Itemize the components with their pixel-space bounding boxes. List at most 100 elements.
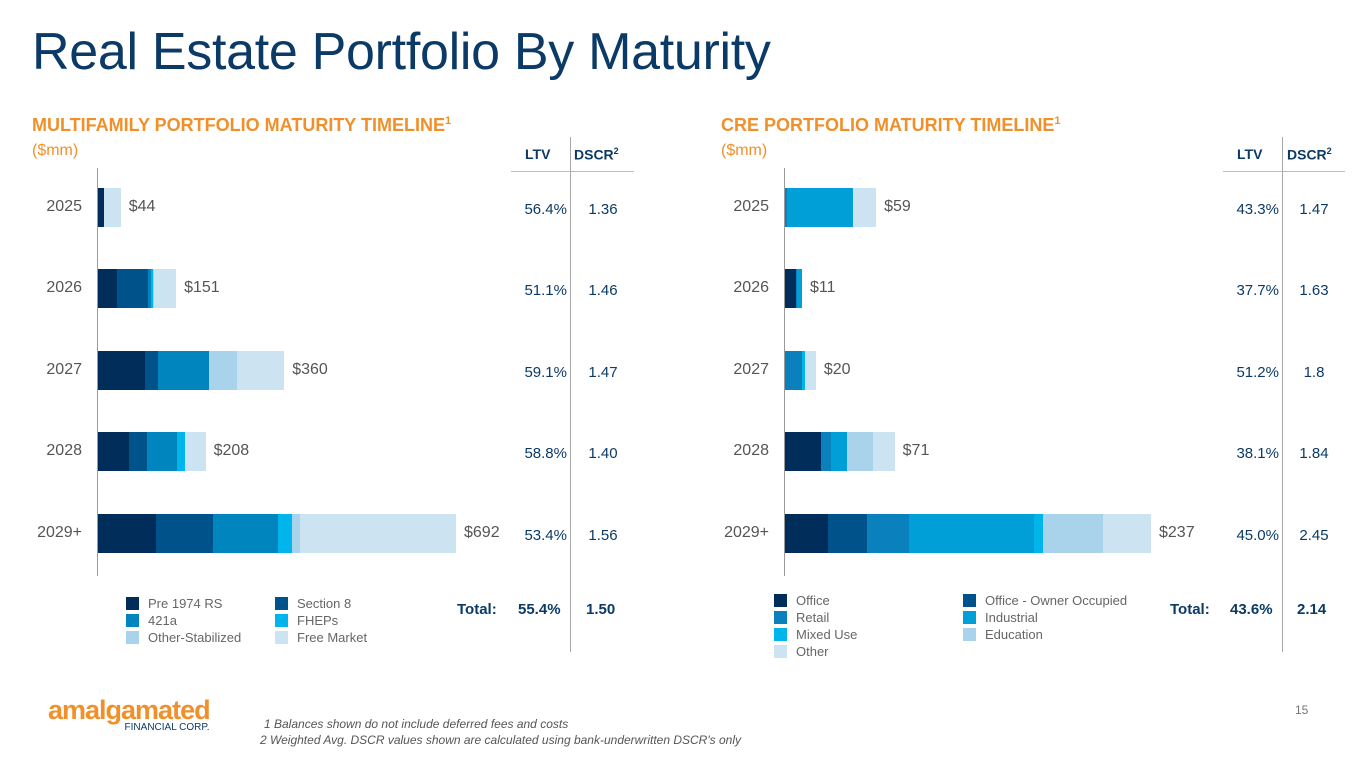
- multifamily-legend-swatch: [126, 631, 139, 644]
- cre-legend-swatch: [774, 594, 787, 607]
- multifamily-legend-label: Other-Stabilized: [148, 630, 242, 645]
- cre-legend-swatch: [963, 594, 976, 607]
- footnote-1: 1 Balances shown do not include deferred…: [264, 717, 569, 731]
- cre-bar-segment-other: [1103, 514, 1151, 553]
- multifamily-total-ltv: 55.4%: [518, 601, 561, 618]
- cre-legend-label: Industrial: [985, 610, 1038, 625]
- multifamily-bar-segment-fheps: [278, 514, 292, 553]
- multifamily-bar-segment-free-market: [299, 514, 456, 553]
- multifamily-bar-segment-section-8: [117, 269, 149, 308]
- cre-bar-value-label: $11: [809, 279, 836, 296]
- multifamily-bar-segment-pre-1974-rs: [98, 514, 156, 553]
- cre-legend-swatch: [963, 611, 976, 624]
- cre-row-dscr: 1.84: [1299, 445, 1329, 462]
- multifamily-total-dscr: 1.50: [586, 601, 616, 618]
- cre-title-text: CRE PORTFOLIO MATURITY TIMELINE: [721, 115, 1055, 135]
- multifamily-bar-value-label: $208: [213, 442, 250, 459]
- multifamily-bar-segment-free-market: [184, 432, 206, 471]
- cre-total-dscr: 2.14: [1297, 601, 1327, 618]
- multifamily-row-ltv: 59.1%: [524, 364, 567, 381]
- multifamily-bar-segment-421a: [212, 514, 279, 553]
- multifamily-row-ltv: 58.8%: [524, 445, 567, 462]
- multifamily-legend-item: Other-Stabilized: [126, 630, 241, 645]
- cre-legend-label: Other: [796, 644, 829, 659]
- cre-table-header-rule: [1223, 171, 1345, 172]
- multifamily-bar-segment-fheps: [177, 432, 185, 471]
- cre-total-label: Total:: [1170, 601, 1210, 618]
- multifamily-legend-label: FHEPs: [297, 613, 339, 628]
- multifamily-bar-segment-free-market: [153, 269, 177, 308]
- multifamily-title-footnote: 1: [445, 115, 452, 127]
- multifamily-legend-item: Pre 1974 RS: [126, 596, 222, 611]
- multifamily-legend-label: Pre 1974 RS: [148, 596, 223, 611]
- cre-legend-swatch: [774, 645, 787, 658]
- cre-bar-segment-industrial: [831, 432, 847, 471]
- cre-legend-item: Other: [774, 644, 829, 659]
- cre-dscr-header: DSCR2: [1287, 146, 1332, 163]
- multifamily-legend-swatch: [126, 614, 139, 627]
- cre-row-dscr: 1.8: [1303, 364, 1325, 381]
- cre-section-title: CRE PORTFOLIO MATURITY TIMELINE1: [721, 115, 1060, 136]
- cre-bar-value-label: $71: [902, 442, 930, 459]
- multifamily-row-ltv: 56.4%: [524, 201, 567, 218]
- cre-bar-segment-mixed-use: [801, 351, 806, 390]
- multifamily-bar-segment-fheps: [151, 269, 153, 308]
- cre-row-ltv: 38.1%: [1236, 445, 1279, 462]
- cre-row-ltv: 45.0%: [1236, 527, 1279, 544]
- multifamily-unit-label: ($mm): [32, 142, 79, 159]
- multifamily-legend-label: 421a: [148, 613, 177, 628]
- multifamily-legend-item: Section 8: [275, 596, 351, 611]
- company-logo: amalgamated FINANCIAL CORP.: [48, 696, 211, 733]
- multifamily-row-dscr: 1.36: [588, 201, 618, 218]
- cre-dscr-footnote: 2: [1326, 146, 1332, 156]
- multifamily-bar-segment-other-stabilized: [209, 351, 238, 390]
- cre-title-footnote: 1: [1054, 115, 1061, 127]
- multifamily-row-dscr: 1.56: [588, 527, 618, 544]
- cre-bar-segment-education: [846, 432, 874, 471]
- cre-bar-segment-retail: [785, 351, 802, 390]
- multifamily-bar-segment-pre-1974-rs: [98, 351, 146, 390]
- multifamily-bar-segment-section-8: [145, 351, 158, 390]
- multifamily-legend-swatch: [275, 631, 288, 644]
- cre-row-ltv: 51.2%: [1236, 364, 1279, 381]
- cre-category-label: 2025: [733, 198, 769, 215]
- cre-category-label: 2029+: [724, 524, 769, 541]
- cre-bar-segment-industrial: [786, 188, 853, 227]
- cre-bar-segment-industrial: [908, 514, 1034, 553]
- multifamily-table-divider: [570, 137, 571, 652]
- multifamily-bar-value-label: $151: [184, 279, 220, 296]
- multifamily-legend-label: Section 8: [297, 596, 352, 611]
- multifamily-legend-label: Free Market: [297, 630, 368, 645]
- cre-bar-segment-office-owner-occupied: [828, 514, 867, 553]
- page-title: Real Estate Portfolio By Maturity: [32, 23, 771, 81]
- cre-dscr-header-text: DSCR: [1287, 146, 1327, 163]
- cre-bar-segment-office: [785, 269, 796, 308]
- multifamily-bar-segment-pre-1974-rs: [98, 432, 130, 471]
- cre-bar-segment-retail: [866, 514, 909, 553]
- cre-legend-label: Retail: [796, 610, 830, 625]
- cre-row-dscr: 2.45: [1299, 527, 1329, 544]
- multifamily-row-dscr: 1.46: [588, 282, 618, 299]
- cre-bar-segment-office: [785, 514, 829, 553]
- cre-legend-swatch: [963, 628, 976, 641]
- multifamily-bar-value-label: $360: [292, 361, 328, 378]
- multifamily-bar-segment-421a: [158, 351, 210, 390]
- cre-row-ltv: 37.7%: [1236, 282, 1279, 299]
- multifamily-bar-segment-free-market: [104, 188, 121, 227]
- multifamily-total-label: Total:: [457, 601, 497, 618]
- cre-legend-item: Office - Owner Occupied: [963, 593, 1127, 608]
- multifamily-title-text: MULTIFAMILY PORTFOLIO MATURITY TIMELINE: [32, 115, 445, 135]
- cre-legend-item: Office: [774, 593, 830, 608]
- cre-legend-label: Office: [796, 593, 830, 608]
- cre-ltv-header: LTV: [1237, 146, 1263, 162]
- cre-bar-segment-retail: [820, 432, 832, 471]
- cre-bar-segment-mixed-use: [1033, 514, 1043, 553]
- cre-legend-item: Retail: [774, 610, 829, 625]
- multifamily-ltv-header: LTV: [525, 146, 551, 162]
- cre-bar-segment-retail: [795, 269, 798, 308]
- cre-legend-label: Office - Owner Occupied: [985, 593, 1128, 608]
- multifamily-row-dscr: 1.47: [588, 364, 618, 381]
- cre-bar-value-label: $20: [823, 361, 851, 378]
- multifamily-section-title: MULTIFAMILY PORTFOLIO MATURITY TIMELINE1: [32, 115, 451, 136]
- multifamily-bar-segment-pre-1974-rs: [98, 269, 118, 308]
